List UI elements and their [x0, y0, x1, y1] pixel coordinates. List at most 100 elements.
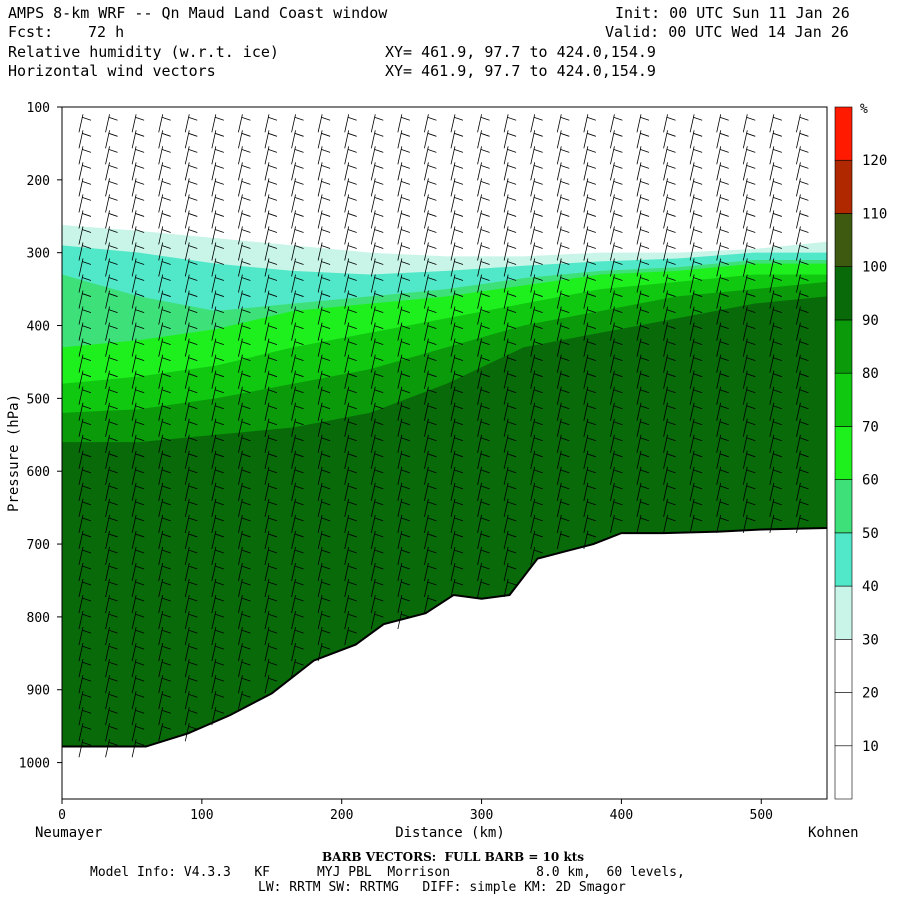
colorbar-segment — [834, 213, 853, 267]
wind-barb-flag — [507, 469, 517, 474]
wind-barb-flag — [161, 597, 171, 602]
wind-barb-flag — [108, 453, 118, 458]
wind-barb-flag — [294, 164, 304, 169]
wind-barb-flag — [108, 309, 118, 313]
wind-barb-flag — [400, 533, 410, 538]
wind-barb-flag — [321, 341, 331, 346]
wind-barb-flag — [161, 549, 171, 554]
wind-barb-flag — [82, 485, 92, 490]
wind-barb-flag — [799, 501, 809, 506]
wind-barb-flag — [693, 261, 703, 265]
wind-barb-flag — [241, 325, 251, 329]
wind-barb-flag — [161, 661, 171, 666]
wind-barb-flag — [560, 245, 570, 249]
wind-barb-flag — [772, 389, 782, 394]
wind-barb-flag — [374, 581, 384, 586]
wind-barb-flag — [268, 517, 278, 522]
wind-barb-flag — [719, 485, 729, 490]
wind-barb-flag — [108, 341, 118, 346]
wind-barb-flag — [427, 549, 437, 554]
wind-barb-flag — [613, 341, 623, 346]
wind-barb-flag — [294, 485, 304, 490]
wind-barb-flag — [82, 549, 92, 554]
wind-barb-flag — [188, 725, 198, 730]
wind-barb-flag — [214, 693, 224, 698]
wind-barb-flag — [135, 629, 145, 634]
wind-barb-flag — [719, 469, 729, 474]
wind-barb-flag — [693, 357, 703, 362]
wind-barb-flag — [188, 164, 198, 169]
wind-barb-flag — [666, 437, 676, 442]
wind-barb-flag — [586, 132, 596, 137]
wind-barb-flag — [400, 325, 410, 329]
wind-barb-flag — [586, 325, 596, 329]
wind-barb-flag — [188, 485, 198, 490]
wind-barb-flag — [480, 453, 490, 458]
wind-barb-flag — [533, 341, 543, 346]
wind-barb-flag — [613, 229, 623, 233]
wind-barb-flag — [135, 693, 145, 698]
wind-barb-flag — [188, 389, 198, 394]
wind-barb-flag — [400, 373, 410, 378]
colorbar-segment — [834, 106, 853, 161]
wind-barb-flag — [746, 261, 756, 265]
wind-barb-flag — [400, 421, 410, 426]
wind-barb-flag — [241, 229, 251, 233]
wind-barb-flag — [693, 132, 703, 137]
wind-barb-flag — [241, 469, 251, 474]
wind-barb-flag — [746, 437, 756, 442]
wind-barb-flag — [666, 245, 676, 249]
wind-barb-flag — [746, 229, 756, 233]
wind-barb-flag — [108, 437, 118, 442]
wind-barb-flag — [719, 325, 729, 329]
wind-barb-flag — [427, 581, 437, 586]
wind-barb-flag — [268, 164, 278, 169]
wind-barb-flag — [533, 181, 543, 185]
wind-barb-flag — [294, 277, 304, 281]
wind-barb-flag — [772, 132, 782, 137]
wind-barb-flag — [214, 164, 224, 169]
wind-barb-flag — [268, 597, 278, 602]
wind-barb-flag — [586, 197, 596, 201]
wind-barb-flag — [533, 421, 543, 426]
wind-barb-flag — [268, 325, 278, 329]
wind-barb-flag — [321, 373, 331, 378]
x-tick-label: 500 — [750, 808, 773, 823]
wind-barb-flag — [719, 181, 729, 185]
wind-barb-flag — [640, 389, 650, 394]
wind-barb-flag — [135, 565, 145, 570]
wind-barb-flag — [746, 325, 756, 329]
wind-barb-flag — [560, 277, 570, 281]
wind-barb-flag — [268, 116, 278, 121]
wind-barb-flag — [347, 325, 357, 329]
wind-barb-flag — [214, 325, 224, 329]
wind-barb-flag — [454, 581, 464, 586]
wind-barb-flag — [214, 261, 224, 265]
wind-barb-flag — [693, 325, 703, 329]
colorbar-segment — [834, 266, 853, 321]
wind-barb-flag — [347, 565, 357, 570]
wind-barb-flag — [427, 597, 437, 602]
wind-barb-flag — [586, 213, 596, 217]
wind-barb-flag — [294, 148, 304, 153]
wind-barb-flag — [746, 197, 756, 201]
wind-barb-flag — [799, 309, 809, 313]
wind-barb-flag — [347, 309, 357, 313]
wind-barb-flag — [135, 741, 145, 746]
wind-barb-flag — [108, 693, 118, 698]
wind-barb-flag — [374, 485, 384, 490]
wind-barb-flag — [454, 245, 464, 249]
wind-barb-flag — [82, 116, 92, 121]
wind-barb-flag — [321, 181, 331, 185]
wind-barb-flag — [135, 213, 145, 217]
barb-note: BARB VECTORS: FULL BARB = 10 kts — [322, 850, 585, 864]
wind-barb-flag — [294, 389, 304, 394]
wind-barb-flag — [135, 421, 145, 426]
wind-barb-flag — [480, 501, 490, 506]
wind-barb-flag — [82, 725, 92, 730]
wind-barb-flag — [533, 164, 543, 169]
wind-barb-flag — [321, 389, 331, 394]
wind-barb-flag — [507, 213, 517, 217]
wind-barb-flag — [268, 533, 278, 538]
wind-barb-flag — [507, 517, 517, 522]
